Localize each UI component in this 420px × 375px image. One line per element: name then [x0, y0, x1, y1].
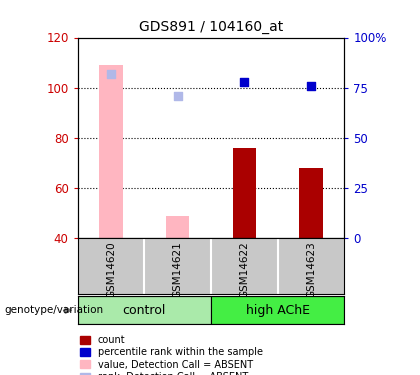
Text: GSM14623: GSM14623 [306, 241, 316, 298]
Text: GSM14620: GSM14620 [106, 241, 116, 298]
Bar [78, 296, 211, 324]
Point [308, 82, 315, 88]
Point [108, 70, 114, 76]
Text: genotype/variation: genotype/variation [4, 305, 103, 315]
Text: GSM14621: GSM14621 [173, 241, 183, 298]
Point [241, 79, 248, 85]
Title: GDS891 / 104160_at: GDS891 / 104160_at [139, 20, 283, 34]
Text: GSM14622: GSM14622 [239, 241, 249, 298]
Text: control: control [123, 304, 166, 317]
Bar [299, 168, 323, 238]
Text: high AChE: high AChE [246, 304, 310, 317]
Bar [233, 148, 256, 238]
Bar [100, 65, 123, 238]
Point [174, 93, 181, 99]
Bar [166, 216, 189, 238]
Bar [211, 296, 344, 324]
Legend: count, percentile rank within the sample, value, Detection Call = ABSENT, rank, : count, percentile rank within the sample… [79, 333, 265, 375]
